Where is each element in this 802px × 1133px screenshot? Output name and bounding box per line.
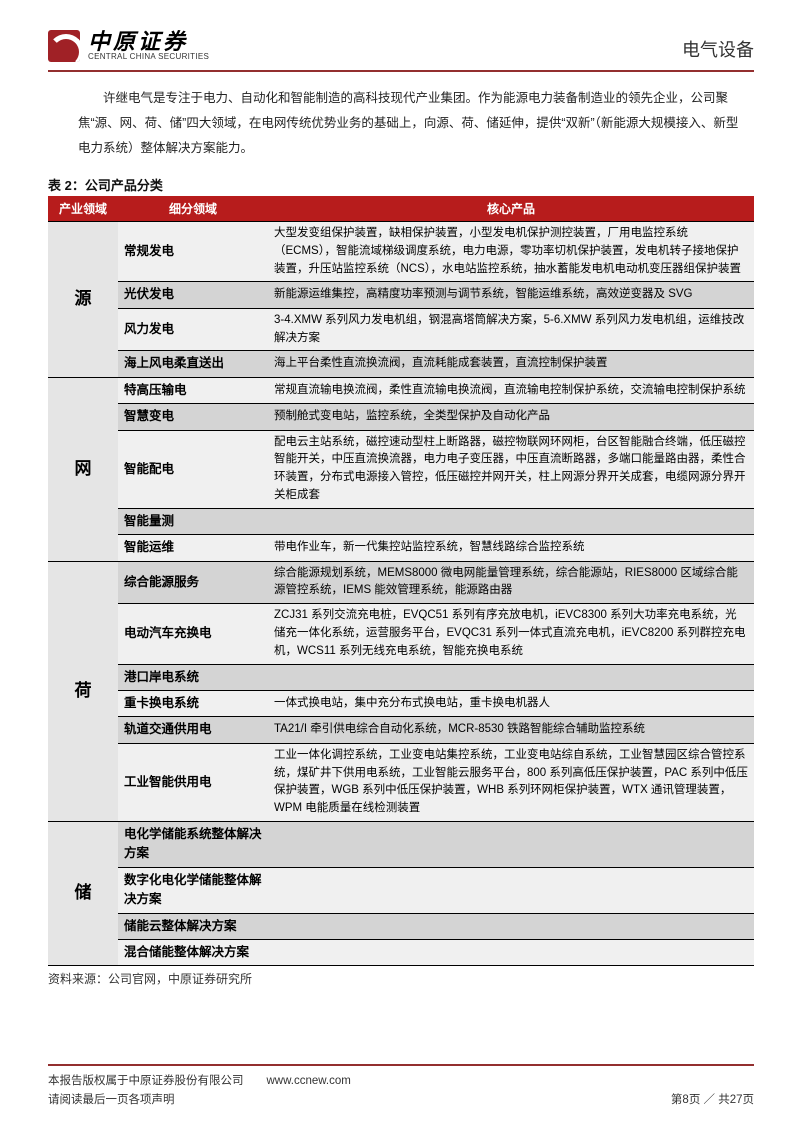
table-row: 混合储能整体解决方案 [48,939,754,965]
product-table: 产业领域 细分领域 核心产品 源常规发电大型发变组保护装置，缺相保护装置，小型发… [48,196,754,966]
table-row: 网特高压输电常规直流输电换流阀，柔性直流输电换流阀，直流输电控制保护系统，交流输… [48,377,754,403]
logo-mark-icon [48,30,80,62]
logo-chinese: 中原证券 [88,30,209,53]
table-caption: 表 2：公司产品分类 [48,175,754,194]
table-row: 电动汽车充换电ZCJ31 系列交流充电桩，EVQC51 系列有序充放电机，iEV… [48,604,754,664]
table-row: 储能云整体解决方案 [48,913,754,939]
footer-copyright: 本报告版权属于中原证券股份有限公司 www.ccnew.com [48,1072,351,1090]
subdomain-cell: 海上风电柔直送出 [118,351,268,377]
table-row: 智能量测 [48,508,754,534]
subdomain-cell: 混合储能整体解决方案 [118,939,268,965]
subdomain-cell: 电化学储能系统整体解决方案 [118,822,268,868]
product-cell [268,913,754,939]
table-row: 港口岸电系统 [48,664,754,690]
table-row: 风力发电3-4.XMW 系列风力发电机组，钢混高塔筒解决方案，5-6.XMW 系… [48,308,754,351]
table-row: 海上风电柔直送出海上平台柔性直流换流阀，直流耗能成套装置，直流控制保护装置 [48,351,754,377]
subdomain-cell: 港口岸电系统 [118,664,268,690]
subdomain-cell: 数字化电化学储能整体解决方案 [118,867,268,913]
subdomain-cell: 光伏发电 [118,282,268,308]
intro-paragraph: 许继电气是专注于电力、自动化和智能制造的高科技现代产业集团。作为能源电力装备制造… [48,86,754,161]
document-category: 电气设备 [682,36,754,62]
table-row: 光伏发电新能源运维集控，高精度功率预测与调节系统，智能运维系统，高效逆变器及 S… [48,282,754,308]
table-row: 重卡换电系统一体式换电站，集中充分布式换电站，重卡换电机器人 [48,691,754,717]
page-header: 中原证券 CENTRAL CHINA SECURITIES 电气设备 [48,30,754,72]
subdomain-cell: 电动汽车充换电 [118,604,268,664]
table-row: 储电化学储能系统整体解决方案 [48,822,754,868]
table-source: 资料来源：公司官网，中原证券研究所 [48,970,754,987]
domain-cell: 源 [48,222,118,378]
table-row: 源常规发电大型发变组保护装置，缺相保护装置，小型发电机保护测控装置，厂用电监控系… [48,222,754,282]
product-cell: 3-4.XMW 系列风力发电机组，钢混高塔筒解决方案，5-6.XMW 系列风力发… [268,308,754,351]
subdomain-cell: 储能云整体解决方案 [118,913,268,939]
subdomain-cell: 轨道交通供用电 [118,717,268,743]
subdomain-cell: 常规发电 [118,222,268,282]
subdomain-cell: 风力发电 [118,308,268,351]
product-cell: 配电云主站系统，磁控速动型柱上断路器，磁控物联网环网柜，台区智能融合终端，低压磁… [268,430,754,508]
product-cell: TA21/I 牵引供电综合自动化系统，MCR-8530 铁路智能综合辅助监控系统 [268,717,754,743]
product-cell: 新能源运维集控，高精度功率预测与调节系统，智能运维系统，高效逆变器及 SVG [268,282,754,308]
table-row: 轨道交通供用电TA21/I 牵引供电综合自动化系统，MCR-8530 铁路智能综… [48,717,754,743]
subdomain-cell: 智能配电 [118,430,268,508]
product-cell: 预制舱式变电站，监控系统，全类型保护及自动化产品 [268,404,754,430]
domain-cell: 荷 [48,561,118,821]
product-cell [268,822,754,868]
domain-cell: 网 [48,377,118,561]
subdomain-cell: 工业智能供用电 [118,743,268,821]
product-cell [268,664,754,690]
col-domain: 产业领域 [48,196,118,222]
page-footer: 本报告版权属于中原证券股份有限公司 www.ccnew.com 请阅读最后一页各… [48,1064,754,1109]
product-cell: 带电作业车，新一代集控站监控系统，智慧线路综合监控系统 [268,535,754,561]
logo: 中原证券 CENTRAL CHINA SECURITIES [48,30,209,62]
table-row: 荷综合能源服务综合能源规划系统，MEMS8000 微电网能量管理系统，综合能源站… [48,561,754,604]
table-row: 智慧变电预制舱式变电站，监控系统，全类型保护及自动化产品 [48,404,754,430]
table-row: 智能运维带电作业车，新一代集控站监控系统，智慧线路综合监控系统 [48,535,754,561]
subdomain-cell: 特高压输电 [118,377,268,403]
product-cell: 大型发变组保护装置，缺相保护装置，小型发电机保护测控装置，厂用电监控系统（ECM… [268,222,754,282]
product-cell [268,867,754,913]
table-row: 数字化电化学储能整体解决方案 [48,867,754,913]
product-cell [268,508,754,534]
col-subdomain: 细分领域 [118,196,268,222]
subdomain-cell: 综合能源服务 [118,561,268,604]
product-cell: 海上平台柔性直流换流阀，直流耗能成套装置，直流控制保护装置 [268,351,754,377]
table-row: 工业智能供用电工业一体化调控系统，工业变电站集控系统，工业变电站综自系统，工业智… [48,743,754,821]
subdomain-cell: 智慧变电 [118,404,268,430]
product-cell: 综合能源规划系统，MEMS8000 微电网能量管理系统，综合能源站，RIES80… [268,561,754,604]
product-cell: 常规直流输电换流阀，柔性直流输电换流阀，直流输电控制保护系统，交流输电控制保护系… [268,377,754,403]
subdomain-cell: 重卡换电系统 [118,691,268,717]
subdomain-cell: 智能量测 [118,508,268,534]
product-cell: ZCJ31 系列交流充电桩，EVQC51 系列有序充放电机，iEVC8300 系… [268,604,754,664]
col-products: 核心产品 [268,196,754,222]
logo-english: CENTRAL CHINA SECURITIES [88,53,209,61]
footer-disclaimer: 请阅读最后一页各项声明 [48,1091,351,1109]
product-cell: 一体式换电站，集中充分布式换电站，重卡换电机器人 [268,691,754,717]
product-cell [268,939,754,965]
subdomain-cell: 智能运维 [118,535,268,561]
footer-page-number: 第8页 ／ 共27页 [671,1091,754,1109]
product-cell: 工业一体化调控系统，工业变电站集控系统，工业变电站综自系统，工业智慧园区综合管控… [268,743,754,821]
domain-cell: 储 [48,822,118,966]
table-row: 智能配电配电云主站系统，磁控速动型柱上断路器，磁控物联网环网柜，台区智能融合终端… [48,430,754,508]
